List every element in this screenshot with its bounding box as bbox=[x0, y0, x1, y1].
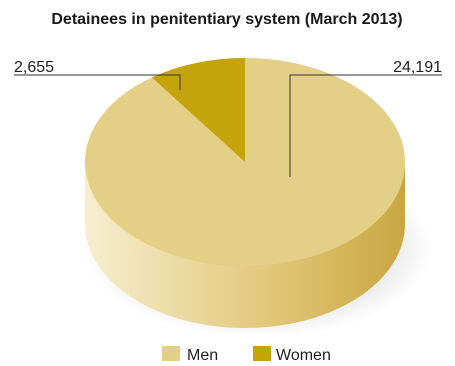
leader-line-women bbox=[14, 74, 181, 90]
pie-slice-women bbox=[151, 58, 245, 162]
legend-swatch-men bbox=[162, 346, 180, 361]
chart-title: Detainees in penitentiary system (March … bbox=[51, 11, 402, 28]
leader-line-men bbox=[289, 74, 442, 177]
data-label-women: 2,655 bbox=[14, 59, 54, 76]
data-label-men: 24,191 bbox=[393, 59, 442, 76]
legend-label-women: Women bbox=[276, 347, 331, 364]
legend-swatch-women bbox=[253, 346, 271, 361]
pie-side-wall bbox=[85, 162, 405, 328]
pie-slices bbox=[84, 58, 405, 267]
legend: Men Women bbox=[162, 346, 331, 364]
legend-label-men: Men bbox=[187, 347, 218, 364]
pie-slice-men bbox=[84, 58, 405, 267]
